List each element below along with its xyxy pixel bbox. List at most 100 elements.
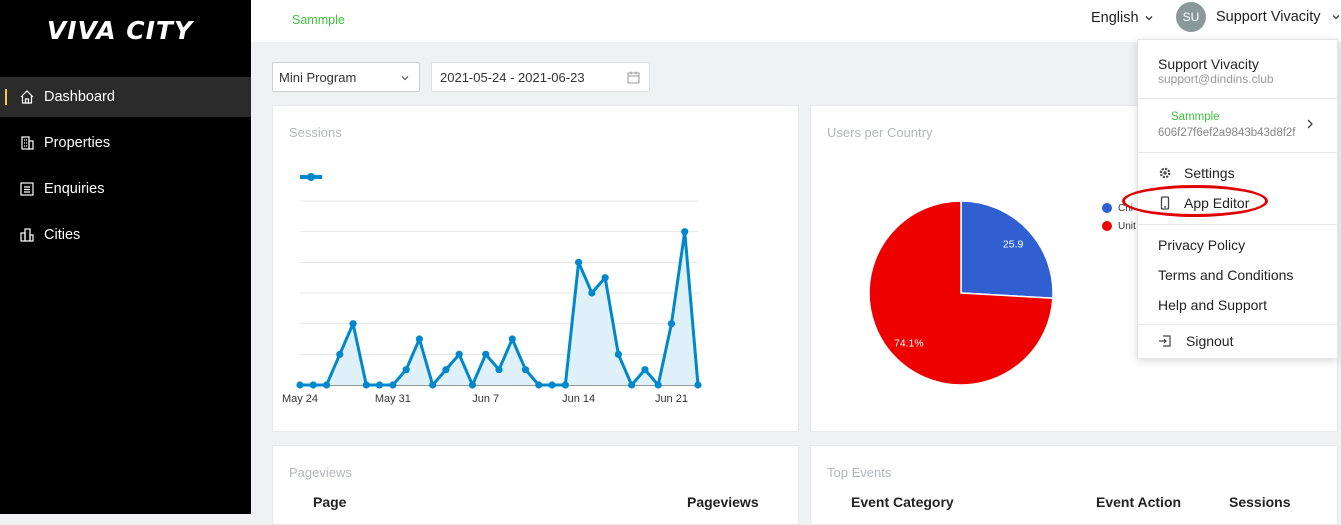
column-header-event-category[interactable]: Event Category [851,494,954,510]
data-point[interactable] [508,335,516,343]
data-point[interactable] [468,381,477,389]
sidebar-item-enquiries[interactable]: Enquiries [0,169,251,209]
pie-legend: Chi Unit [1102,199,1136,235]
data-point[interactable] [694,381,702,389]
menu-item-label: Settings [1184,165,1235,181]
sidebar-item-dashboard[interactable]: Dashboard [0,77,251,117]
column-header-page[interactable]: Page [313,494,347,510]
menu-item-label: Terms and Conditions [1158,267,1294,283]
users-per-country-title: Users per Country [827,125,933,140]
pie-slice-label: 25.9 [1003,239,1024,251]
pageviews-card: Pageviews Page Pageviews [272,445,799,525]
dropdown-user-email: support@dindins.club [1158,72,1274,86]
menu-item-privacy-policy[interactable]: Privacy Policy [1158,237,1245,253]
data-point[interactable] [429,381,437,389]
data-point[interactable] [667,320,676,328]
menu-item-label: App Editor [1184,195,1250,211]
data-point[interactable] [575,258,583,266]
data-point[interactable] [654,381,662,389]
pie-slice-label: 74.1% [894,337,924,349]
legend-item-china[interactable]: Chi [1102,199,1136,217]
data-point[interactable] [535,381,543,389]
sessions-area [300,231,698,385]
data-point[interactable] [349,320,357,328]
data-point[interactable] [415,335,423,343]
menu-item-settings[interactable]: Settings [1158,165,1235,181]
legend-marker[interactable] [300,173,322,181]
platform-select[interactable]: Mini Program [272,62,420,92]
users-per-country-chart: 25.9 74.1% [868,200,1054,386]
divider [1138,98,1337,99]
data-point[interactable] [402,366,410,374]
data-point[interactable] [641,366,649,374]
users-per-country-card: Users per Country 25.9 74.1% Chi Unit [810,105,1338,432]
sidebar-item-label: Properties [44,135,111,151]
x-tick-label: May 24 [282,393,318,405]
legend-label: Unit [1118,220,1136,232]
sidebar: VIVA CITY Dashboard Properties Enquiries… [0,0,251,514]
avatar: SU [1176,2,1206,32]
top-events-title: Top Events [827,465,892,480]
x-tick-label: Jun 21 [655,393,688,405]
top-bar: Sammple English SU Support Vivacity [251,0,1341,42]
date-range-picker[interactable]: 2021-05-24 - 2021-06-23 [431,62,650,92]
calendar-icon [627,71,640,84]
divider [1138,324,1337,325]
data-point[interactable] [322,381,331,389]
data-point[interactable] [521,366,530,374]
chevron-right-icon [1307,119,1313,129]
app-logo: VIVA CITY [46,16,194,45]
menu-item-app-editor[interactable]: App Editor [1158,195,1249,211]
sidebar-nav: Dashboard Properties Enquiries Cities [0,77,251,261]
sessions-card: Sessions May 24 May 31 Jun 7 Jun 14 Jun 21 [272,105,799,432]
x-tick-label: Jun 7 [472,393,499,405]
x-tick-label: May 31 [375,393,411,405]
app-name[interactable]: Sammple [292,13,345,27]
pie-slice[interactable] [960,200,1054,299]
legend-item-united[interactable]: Unit [1102,217,1136,235]
data-point[interactable] [442,366,450,374]
divider [1138,224,1337,225]
data-point[interactable] [336,350,344,358]
sidebar-item-cities[interactable]: Cities [0,215,251,255]
data-point[interactable] [296,381,304,389]
pie-slice[interactable] [868,200,1054,386]
menu-item-label: Signout [1186,333,1234,349]
column-header-pageviews[interactable]: Pageviews [687,494,759,510]
sidebar-item-label: Cities [44,227,81,243]
dropdown-app-name: Sammple [1171,111,1220,123]
chevron-down-icon [1145,16,1153,21]
data-point[interactable] [362,381,370,389]
data-point[interactable] [495,366,503,374]
data-point[interactable] [482,350,490,358]
data-point[interactable] [588,289,596,297]
legend-dot [1102,221,1112,231]
data-point[interactable] [309,381,317,389]
dropdown-app-id: 606f27f6ef2a9843b43d8f2f [1158,127,1296,139]
data-point[interactable] [628,381,636,389]
data-point[interactable] [389,381,397,389]
building-icon [18,134,36,152]
menu-item-help[interactable]: Help and Support [1158,297,1267,313]
sessions-chart: May 24 May 31 Jun 7 Jun 14 Jun 21 [282,173,702,405]
menu-item-signout[interactable]: Signout [1158,333,1233,349]
data-point[interactable] [614,350,622,358]
home-icon [18,88,36,106]
data-point[interactable] [376,381,384,389]
data-point[interactable] [601,274,609,282]
sidebar-item-properties[interactable]: Properties [0,123,251,163]
user-menu-toggle[interactable]: SU Support Vivacity [1176,2,1341,32]
data-point[interactable] [455,350,463,358]
legend-label: Chi [1118,202,1134,214]
data-point[interactable] [561,381,569,389]
app-switcher[interactable]: Sammple 606f27f6ef2a9843b43d8f2f [1138,99,1337,151]
language-label: English [1091,10,1139,26]
language-selector[interactable]: English [1091,10,1154,26]
mobile-phone-icon [1160,196,1170,210]
column-header-sessions[interactable]: Sessions [1229,494,1291,510]
data-point[interactable] [548,381,556,389]
menu-item-terms[interactable]: Terms and Conditions [1158,267,1293,283]
data-point[interactable] [681,228,689,236]
column-header-event-action[interactable]: Event Action [1096,494,1182,510]
dropdown-user-name: Support Vivacity [1158,56,1259,72]
